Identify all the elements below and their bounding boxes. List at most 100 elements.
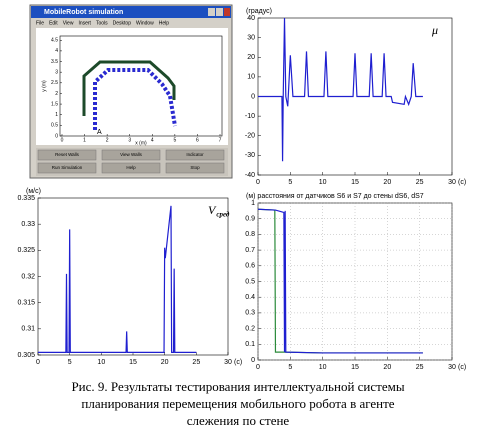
robot-path xyxy=(93,68,177,130)
y-tick-label: 0 xyxy=(251,357,255,364)
menu-item[interactable]: File xyxy=(36,20,44,26)
x-tick-label: 5 xyxy=(68,359,72,366)
x-tick-label: 1 xyxy=(83,137,86,143)
y-tick-label: 0.32 xyxy=(21,273,35,280)
button[interactable] xyxy=(165,162,225,174)
annotation: μ xyxy=(431,23,438,37)
x-axis-label: (c) xyxy=(234,359,242,366)
y-tick-label: 30 xyxy=(247,34,255,41)
x-tick-label: 20 xyxy=(383,179,391,186)
y-tick-label: 0.3 xyxy=(245,310,255,317)
x-tick-label: 20 xyxy=(383,364,391,371)
y-tick-label: 2 xyxy=(55,91,58,97)
button[interactable] xyxy=(101,162,161,174)
x-tick-label: 25 xyxy=(416,364,424,371)
menu-item[interactable]: Window xyxy=(136,20,154,26)
annotation-subscript: сред xyxy=(216,211,230,219)
y-tick-label: 0.315 xyxy=(17,300,35,307)
button[interactable] xyxy=(101,149,161,161)
x-tick-label: 25 xyxy=(416,179,424,186)
y-tick-label: 0 xyxy=(55,133,58,139)
x-axis-label: (c) xyxy=(458,364,466,371)
y-tick-label: 1 xyxy=(251,200,255,207)
y-axis-label: y (m) xyxy=(41,80,47,92)
button-label[interactable]: Indicator xyxy=(186,152,204,157)
x-tick-label: 5 xyxy=(288,364,292,371)
y-tick-label: 20 xyxy=(247,54,255,61)
button-label[interactable]: Reset Walls xyxy=(55,152,80,157)
y-tick-label: 0.325 xyxy=(17,247,35,254)
menu-item[interactable]: Desktop xyxy=(113,20,132,26)
x-tick-label: 20 xyxy=(161,359,169,366)
y-tick-label: 0.33 xyxy=(21,221,35,228)
y-tick-label: 10 xyxy=(247,74,255,81)
x-tick-label: 0 xyxy=(61,137,64,143)
y-tick-label: 0.4 xyxy=(245,294,255,301)
button-label[interactable]: View Walls xyxy=(120,152,143,157)
x-tick-label: 4 xyxy=(151,137,154,143)
marker-label: A xyxy=(97,129,102,136)
window-title: MobileRobot simulation xyxy=(44,9,123,16)
x-tick-label: 10 xyxy=(319,179,327,186)
x-axis-label: (c) xyxy=(458,179,466,186)
y-tick-label: 0.335 xyxy=(17,195,35,202)
menu-item[interactable]: Edit xyxy=(49,20,58,26)
button-label[interactable]: Run Simulation xyxy=(52,165,83,170)
x-tick-label: 5 xyxy=(288,179,292,186)
x-tick-label: 0 xyxy=(36,359,40,366)
y-tick-label: 2.5 xyxy=(51,80,58,86)
button-label[interactable]: Help xyxy=(126,165,136,170)
button[interactable] xyxy=(37,162,97,174)
caption: Рис. 9. Результаты тестирования интеллек… xyxy=(71,379,404,394)
y-tick-label: 0 xyxy=(251,93,255,100)
data-line xyxy=(257,208,423,354)
x-tick-label: 0 xyxy=(256,364,260,371)
x-tick-label: 6 xyxy=(196,137,199,143)
menu-item[interactable]: Help xyxy=(159,20,170,26)
y-tick-label: 0.2 xyxy=(245,325,255,332)
button[interactable] xyxy=(37,149,97,161)
y-tick-label: 40 xyxy=(247,15,255,22)
window-button[interactable] xyxy=(208,8,215,16)
x-tick-label: 15 xyxy=(351,179,359,186)
y-tick-label: -20 xyxy=(245,133,255,140)
x-tick-label: 5 xyxy=(173,137,176,143)
x-tick-label: 10 xyxy=(97,359,105,366)
x-tick-label: 30 xyxy=(448,179,456,186)
x-tick-label: 30 xyxy=(448,364,456,371)
x-tick-label: 7 xyxy=(219,137,222,143)
chart-title: (градус) xyxy=(246,8,272,15)
x-tick-label: 25 xyxy=(192,359,200,366)
menu-item[interactable]: Insert xyxy=(78,20,91,26)
menu-item[interactable]: View xyxy=(63,20,74,26)
y-tick-label: 4.5 xyxy=(51,38,58,44)
button-label[interactable]: Stop xyxy=(190,165,200,170)
button[interactable] xyxy=(165,149,225,161)
x-axis-label: x (m) xyxy=(135,140,147,146)
y-tick-label: 0.5 xyxy=(245,278,255,285)
y-tick-label: 0.9 xyxy=(245,216,255,223)
menu-item[interactable]: Tools xyxy=(96,20,108,26)
window-button[interactable] xyxy=(216,8,223,16)
y-tick-label: 3.5 xyxy=(51,59,58,65)
data-line xyxy=(258,17,423,162)
annotation: V xyxy=(208,203,217,217)
y-tick-label: 0.1 xyxy=(245,341,255,348)
y-tick-label: 0.305 xyxy=(17,352,35,359)
y-tick-label: -40 xyxy=(245,172,255,179)
y-tick-label: 3 xyxy=(55,69,58,75)
chart-title: (м) расстояния от датчиков S6 и S7 до ст… xyxy=(246,193,424,200)
x-tick-label: 30 xyxy=(224,359,232,366)
y-tick-label: 1 xyxy=(55,112,58,118)
y-tick-label: 0.6 xyxy=(245,263,255,270)
x-tick-label: 3 xyxy=(128,137,131,143)
y-tick-label: 0.7 xyxy=(245,247,255,254)
x-tick-label: 10 xyxy=(319,364,327,371)
y-tick-label: 0.5 xyxy=(51,123,58,129)
caption: планирования перемещения мобильного робо… xyxy=(81,396,394,411)
x-tick-label: 15 xyxy=(129,359,137,366)
close-button[interactable] xyxy=(224,8,230,16)
y-tick-label: 1.5 xyxy=(51,101,58,107)
y-tick-label: -30 xyxy=(245,152,255,159)
